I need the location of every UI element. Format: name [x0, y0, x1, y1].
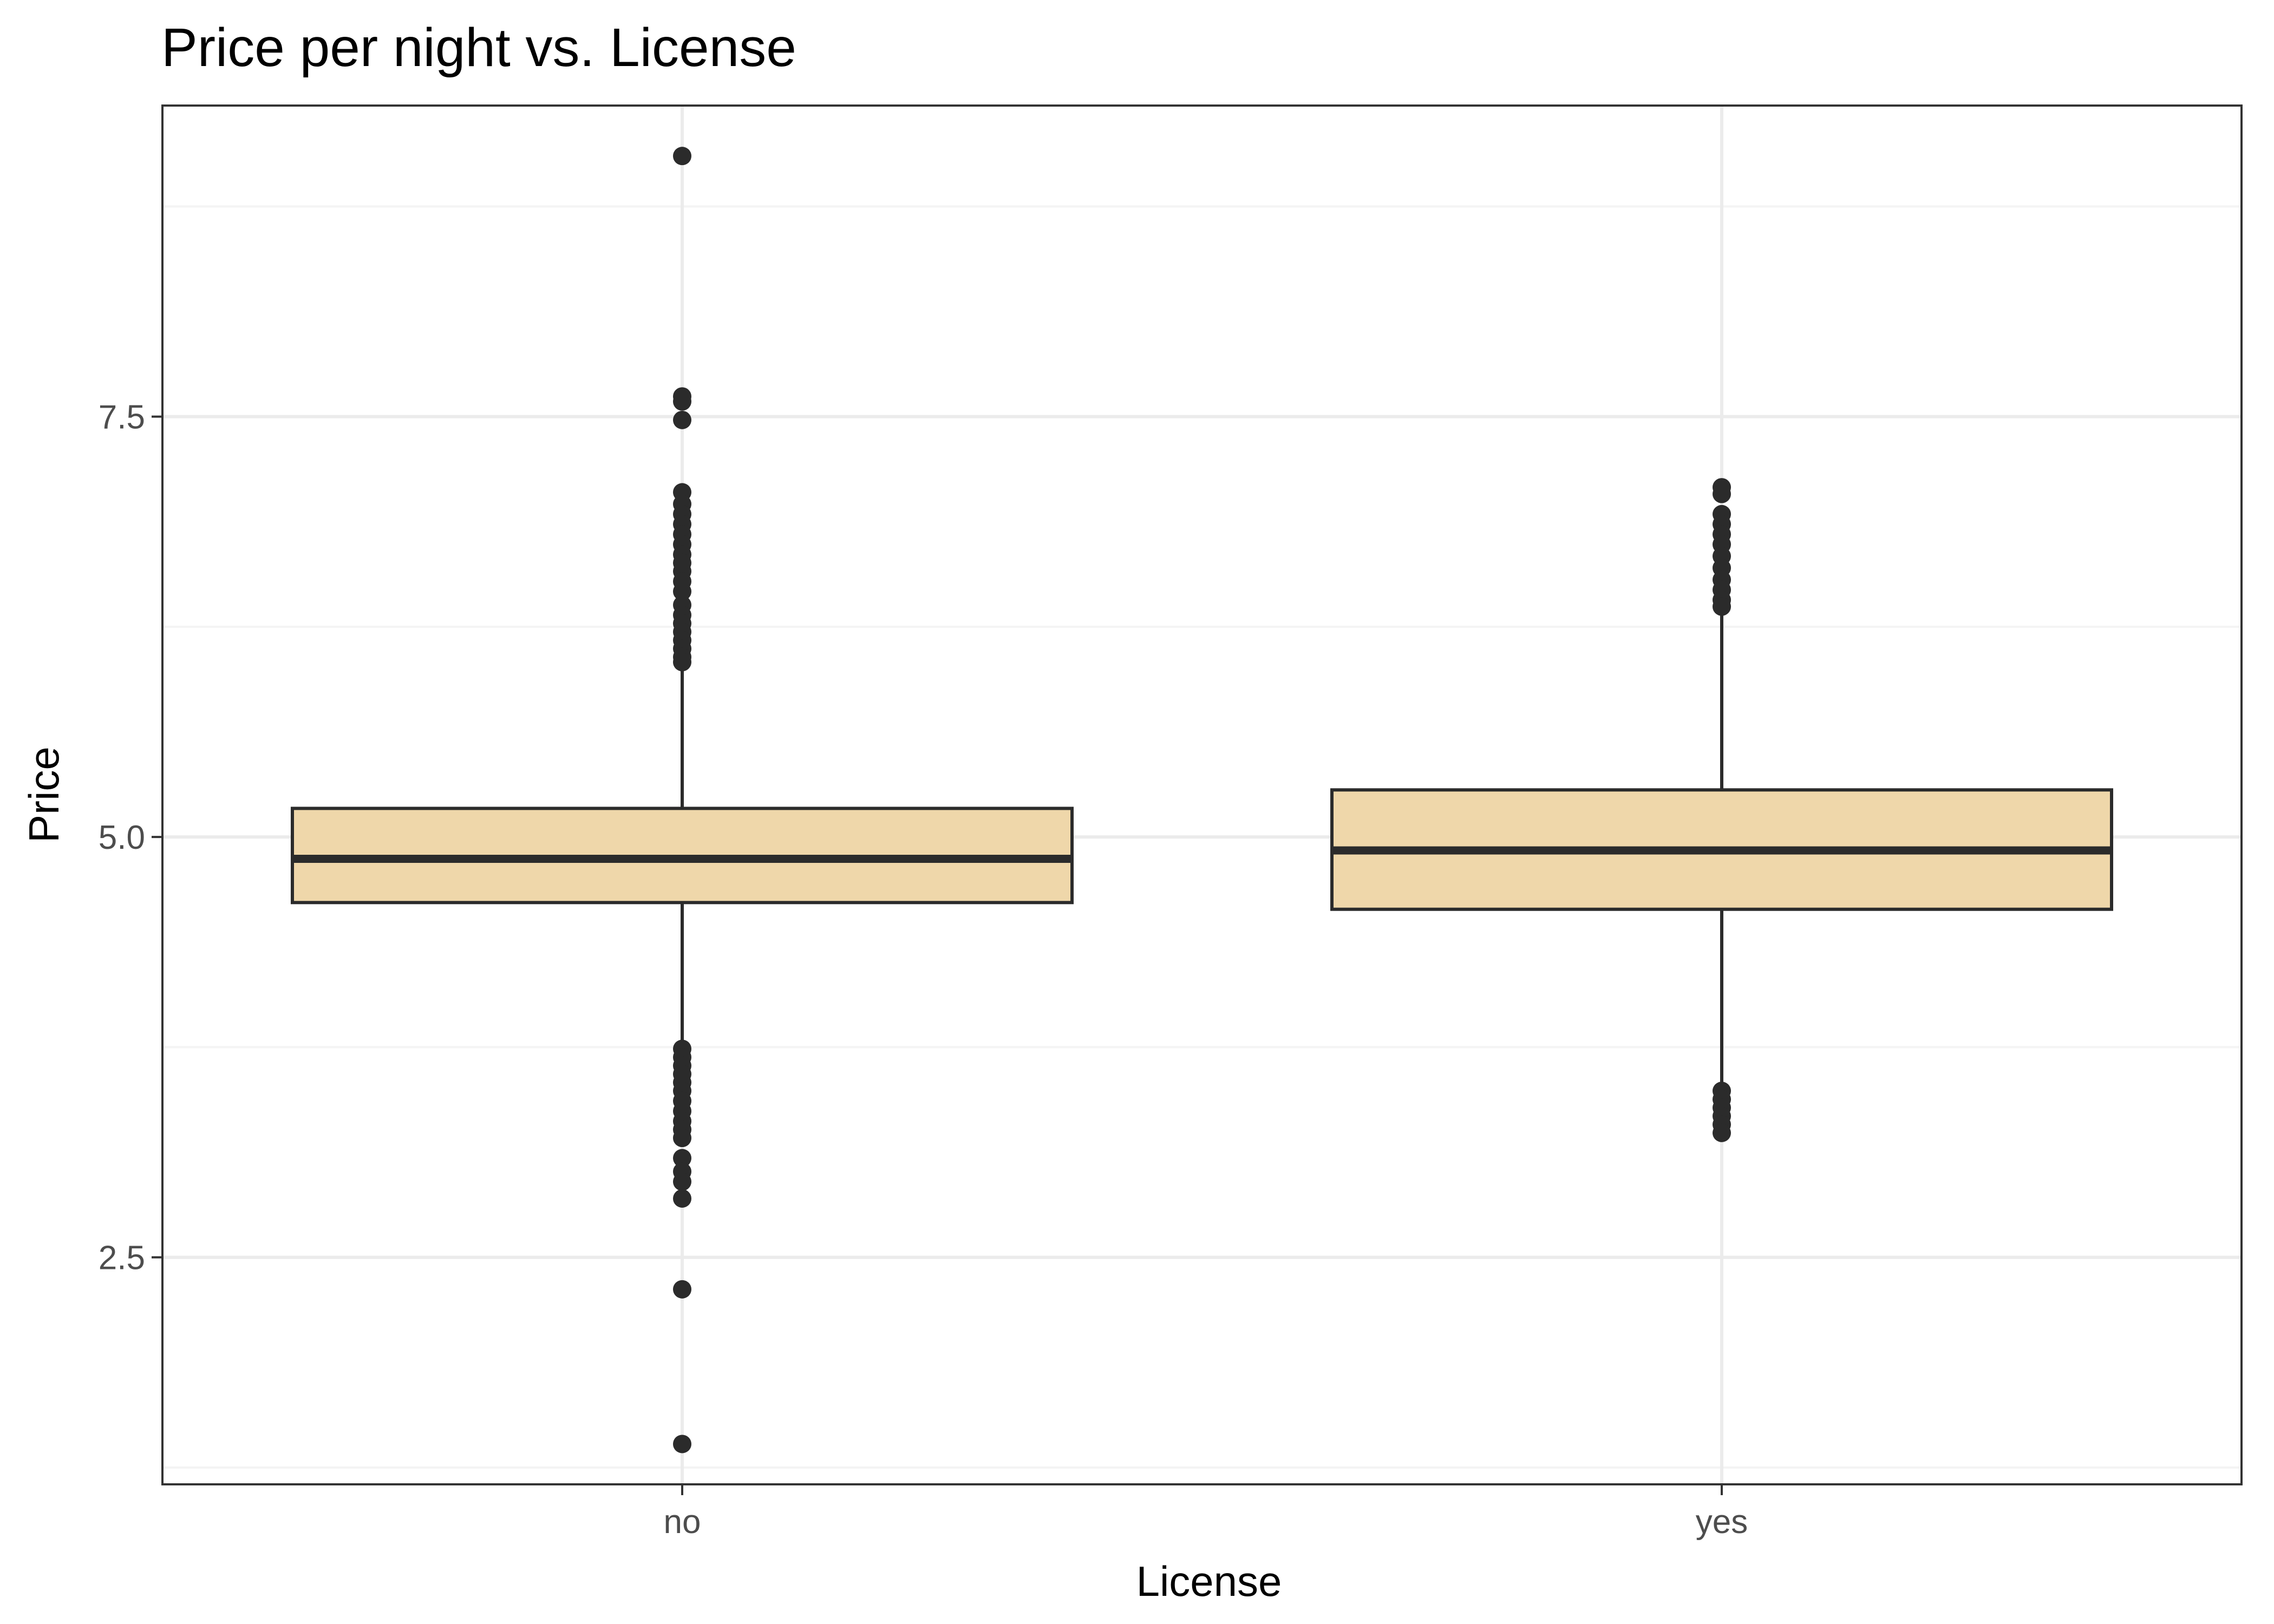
- outlier-point: [673, 1172, 691, 1191]
- boxes: [291, 611, 2113, 1086]
- outlier-points: [673, 147, 1731, 1453]
- x-axis-title: License: [1136, 1557, 1282, 1605]
- y-axis-title: Price: [20, 746, 68, 843]
- outlier-point: [673, 147, 691, 166]
- chart-title: Price per night vs. License: [161, 17, 796, 78]
- y-tick-label: 5.0: [99, 819, 145, 856]
- x-tick-label: no: [664, 1503, 701, 1541]
- outlier-point: [673, 410, 691, 429]
- outlier-point: [673, 1280, 691, 1299]
- outlier-point: [673, 1149, 691, 1168]
- outlier-point: [673, 653, 691, 672]
- y-tick-label: 2.5: [99, 1240, 145, 1277]
- outlier-point: [673, 1189, 691, 1208]
- outlier-point: [1713, 597, 1731, 616]
- outlier-point: [1713, 484, 1731, 503]
- y-tick-label: 7.5: [99, 399, 145, 436]
- outlier-point: [1713, 1123, 1731, 1142]
- x-axis: no yes: [664, 1484, 1748, 1541]
- x-tick-label: yes: [1696, 1503, 1748, 1541]
- y-axis: 2.5 5.0 7.5: [99, 399, 162, 1277]
- outlier-point: [673, 582, 691, 601]
- outlier-point: [673, 1129, 691, 1148]
- panel-border: [161, 104, 2243, 1485]
- outlier-point: [673, 1435, 691, 1453]
- outlier-point: [673, 392, 691, 411]
